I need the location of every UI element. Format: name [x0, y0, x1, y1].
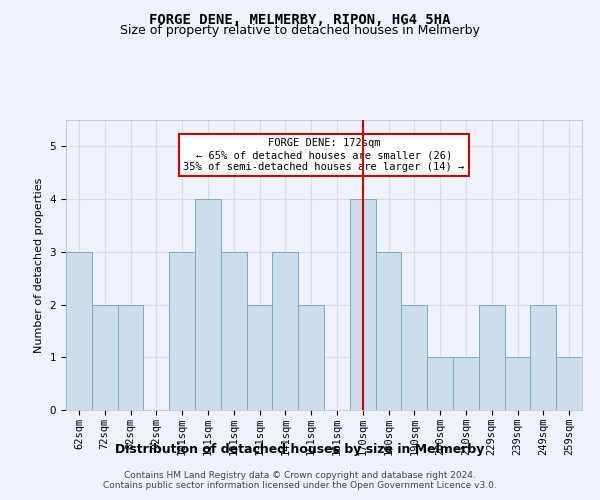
- Bar: [556, 358, 582, 410]
- Bar: [92, 304, 118, 410]
- Bar: [221, 252, 247, 410]
- Y-axis label: Number of detached properties: Number of detached properties: [34, 178, 44, 352]
- Bar: [118, 304, 143, 410]
- Bar: [505, 358, 530, 410]
- Bar: [247, 304, 272, 410]
- Text: Contains HM Land Registry data © Crown copyright and database right 2024.
Contai: Contains HM Land Registry data © Crown c…: [103, 470, 497, 490]
- Text: Distribution of detached houses by size in Melmerby: Distribution of detached houses by size …: [115, 442, 485, 456]
- Bar: [66, 252, 92, 410]
- Bar: [298, 304, 324, 410]
- Bar: [427, 358, 453, 410]
- Bar: [195, 199, 221, 410]
- Bar: [401, 304, 427, 410]
- Text: FORGE DENE, MELMERBY, RIPON, HG4 5HA: FORGE DENE, MELMERBY, RIPON, HG4 5HA: [149, 12, 451, 26]
- Bar: [272, 252, 298, 410]
- Bar: [169, 252, 195, 410]
- Bar: [350, 199, 376, 410]
- Text: FORGE DENE: 172sqm
← 65% of detached houses are smaller (26)
35% of semi-detache: FORGE DENE: 172sqm ← 65% of detached hou…: [184, 138, 464, 172]
- Text: Size of property relative to detached houses in Melmerby: Size of property relative to detached ho…: [120, 24, 480, 37]
- Bar: [530, 304, 556, 410]
- Bar: [376, 252, 401, 410]
- Bar: [479, 304, 505, 410]
- Bar: [453, 358, 479, 410]
